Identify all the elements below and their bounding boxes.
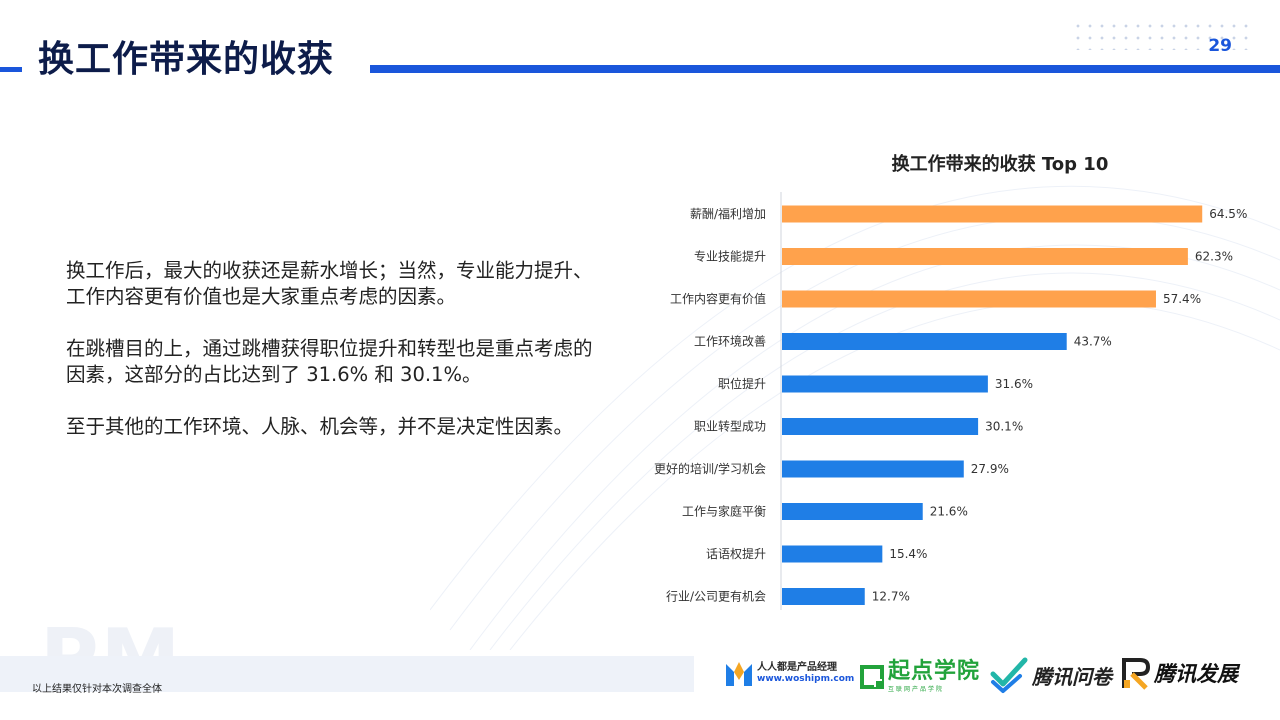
- tencent-fazhan-logo: 腾讯发展: [1120, 656, 1238, 690]
- bar: [782, 418, 979, 435]
- title-underline: [370, 65, 1280, 73]
- category-label: 话语权提升: [706, 546, 766, 561]
- bar: [782, 248, 1188, 265]
- category-label: 工作环境改善: [694, 334, 766, 349]
- woshipm-name: 人人都是产品经理: [757, 661, 837, 673]
- category-label: 职位提升: [718, 376, 766, 391]
- category-label: 行业/公司更有机会: [666, 590, 766, 604]
- category-label: 职业转型成功: [694, 419, 766, 434]
- footnote-band: [0, 656, 694, 692]
- bar: [782, 503, 923, 520]
- fazhan-mark-icon: [1122, 658, 1150, 690]
- data-label: 27.9%: [971, 462, 1009, 476]
- summary-paragraph: 至于其他的工作环境、人脉、机会等，并不是决定性因素。: [66, 415, 574, 438]
- qidian-logo: 起点学院 互联网产品学院: [860, 660, 980, 693]
- footnote: 以上结果仅针对本次调查全体: [32, 684, 162, 695]
- category-label: 更好的培训/学习机会: [654, 461, 766, 476]
- woshipm-mark-icon: [726, 662, 752, 686]
- data-label: 12.7%: [872, 590, 910, 604]
- tencent-wenjuan-logo: 腾讯问卷: [990, 656, 1112, 694]
- summary-paragraph: 在跳槽目的上，通过跳槽获得职位提升和转型也是重点考虑的因素，这部分的占比达到了 …: [66, 337, 593, 386]
- woshipm-url: www.woshipm.com: [757, 673, 855, 684]
- data-label: 43.7%: [1074, 335, 1112, 349]
- woshipm-logo: 人人都是产品经理 www.woshipm.com: [724, 658, 854, 688]
- qidian-mark-icon: [860, 664, 884, 689]
- data-label: 62.3%: [1195, 250, 1233, 264]
- bar-chart: 薪酬/福利增加 64.5% 专业技能提升 62.3% 工作内容更有价值 57.4% 工作环境…: [654, 192, 1247, 610]
- category-label: 薪酬/福利增加: [690, 206, 766, 221]
- page-number: 29: [1208, 36, 1232, 56]
- category-label: 工作内容更有价值: [670, 291, 766, 306]
- data-label: 15.4%: [889, 547, 927, 561]
- bar: [782, 460, 964, 478]
- checkmark-icon: [990, 657, 1028, 693]
- data-label: 57.4%: [1163, 292, 1201, 306]
- category-label: 专业技能提升: [694, 249, 766, 264]
- data-label: 31.6%: [995, 377, 1033, 391]
- decorative-dot-grid: [1072, 20, 1252, 50]
- data-label: 30.1%: [985, 420, 1023, 434]
- title-accent-bar: [0, 67, 22, 72]
- tencent-fazhan-name: 腾讯发展: [1154, 662, 1238, 686]
- qidian-subtitle: 互联网产品学院: [888, 686, 945, 693]
- bar: [782, 290, 1156, 308]
- summary-text: 换工作后，最大的收获还是薪水增长；当然，专业能力提升、工作内容更有价值也是大家重…: [66, 258, 606, 466]
- data-label: 64.5%: [1209, 207, 1247, 221]
- bar: [782, 545, 883, 563]
- data-label: 21.6%: [930, 505, 968, 519]
- summary-paragraph: 换工作后，最大的收获还是薪水增长；当然，专业能力提升、工作内容更有价值也是大家重…: [66, 259, 593, 308]
- qidian-name: 起点学院: [888, 659, 981, 684]
- bar: [782, 205, 1203, 223]
- tencent-wenjuan-name: 腾讯问卷: [1032, 664, 1112, 689]
- category-label: 工作与家庭平衡: [682, 504, 766, 519]
- bar: [782, 588, 865, 605]
- chart-title: 换工作带来的收获 Top 10: [891, 154, 1109, 175]
- bar: [782, 333, 1067, 350]
- bar: [782, 375, 988, 393]
- page-title: 换工作带来的收获: [38, 39, 335, 80]
